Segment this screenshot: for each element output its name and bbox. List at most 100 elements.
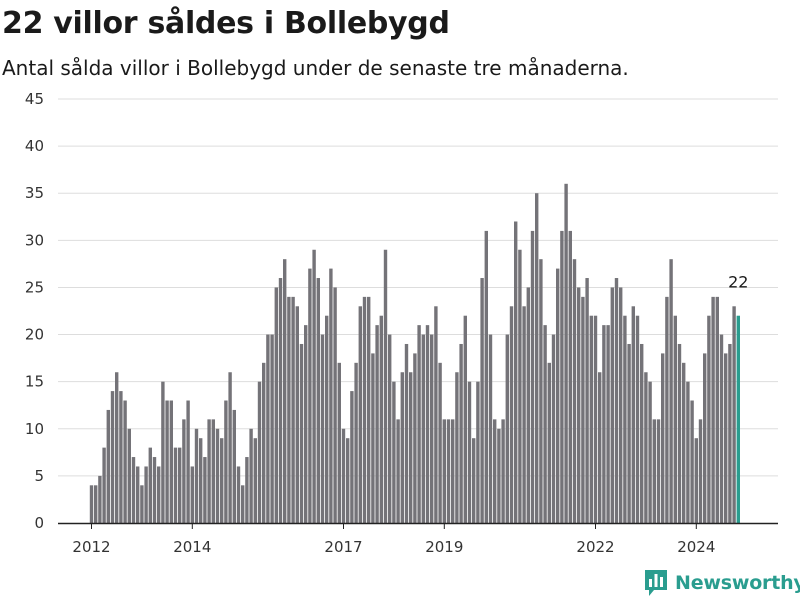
bar — [619, 287, 623, 523]
bar — [627, 343, 631, 523]
bar — [295, 306, 299, 523]
bar — [148, 447, 152, 523]
bar — [488, 334, 493, 523]
bar — [711, 296, 715, 523]
bar — [190, 466, 194, 523]
bar — [199, 438, 203, 523]
bar — [367, 296, 371, 523]
bar — [123, 400, 127, 523]
bar — [115, 372, 119, 523]
bar — [228, 372, 232, 523]
bar — [169, 400, 173, 523]
bar — [178, 447, 182, 523]
x-tick-label: 2014 — [173, 538, 211, 556]
bar — [236, 466, 241, 523]
bar — [451, 419, 455, 523]
bar — [728, 343, 732, 523]
bar — [392, 381, 396, 523]
bar — [442, 419, 446, 523]
y-tick-label: 30 — [25, 231, 44, 249]
bar — [556, 268, 560, 523]
bar — [274, 287, 278, 523]
bar — [203, 457, 207, 523]
bar — [400, 372, 404, 523]
bar — [656, 419, 661, 523]
y-tick-label: 25 — [25, 278, 44, 296]
bar — [245, 457, 249, 523]
y-tick-label: 0 — [34, 514, 44, 532]
bar — [312, 249, 316, 523]
bar — [94, 485, 98, 523]
bar — [413, 353, 417, 523]
bar — [140, 485, 144, 523]
bar — [547, 362, 551, 523]
bar — [669, 259, 673, 523]
bar — [661, 353, 665, 523]
bar — [640, 343, 644, 523]
bar — [581, 296, 585, 523]
bar — [707, 315, 711, 523]
latest-value-label: 22 — [728, 273, 748, 292]
bar — [686, 381, 690, 523]
bar — [598, 372, 602, 523]
bar — [501, 419, 505, 523]
bar — [551, 334, 556, 523]
x-tick-label: 2017 — [324, 538, 362, 556]
bar — [430, 334, 434, 523]
bar — [463, 315, 467, 523]
bar — [320, 334, 325, 523]
bar — [224, 400, 228, 523]
bar — [375, 325, 379, 523]
y-tick-label: 20 — [25, 326, 44, 344]
bar — [144, 466, 148, 523]
bar — [341, 428, 346, 523]
bar — [585, 278, 589, 523]
bar — [106, 409, 110, 523]
bar — [249, 428, 253, 523]
bar — [131, 457, 136, 523]
bar — [514, 221, 518, 523]
bar — [703, 353, 707, 523]
bar — [417, 325, 421, 523]
x-axis-labels: 2012 2014 2017 2019 2022 2024 — [72, 523, 715, 556]
bar — [362, 296, 367, 523]
bar — [694, 438, 698, 523]
bar — [371, 353, 375, 523]
bar — [438, 362, 442, 523]
bar — [577, 287, 581, 523]
bar — [98, 475, 102, 523]
x-tick-label: 2019 — [425, 538, 463, 556]
x-tick-label: 2024 — [677, 538, 715, 556]
bar — [388, 334, 392, 523]
bar — [497, 428, 501, 523]
bar — [316, 278, 320, 523]
bar — [589, 315, 593, 523]
bar — [564, 183, 568, 524]
bar — [182, 419, 186, 523]
bar — [337, 362, 341, 523]
bar — [480, 278, 484, 523]
bar — [698, 419, 703, 523]
bar — [715, 296, 719, 523]
bar — [665, 296, 669, 523]
bar — [635, 315, 640, 523]
bar — [610, 287, 614, 523]
bar — [652, 419, 656, 523]
newsworthy-bar-chart-icon — [645, 570, 667, 596]
bar — [606, 325, 610, 523]
bar — [241, 485, 245, 523]
bar — [186, 400, 190, 523]
bar — [421, 334, 425, 523]
bar — [119, 391, 123, 523]
bar — [677, 343, 682, 523]
bar — [211, 419, 215, 523]
y-tick-label: 5 — [34, 467, 44, 485]
bar — [262, 362, 266, 523]
bar — [560, 230, 564, 523]
bar — [270, 334, 274, 523]
bar — [325, 315, 329, 523]
bar — [350, 391, 354, 523]
y-tick-label: 40 — [25, 137, 44, 155]
bar — [194, 428, 199, 523]
